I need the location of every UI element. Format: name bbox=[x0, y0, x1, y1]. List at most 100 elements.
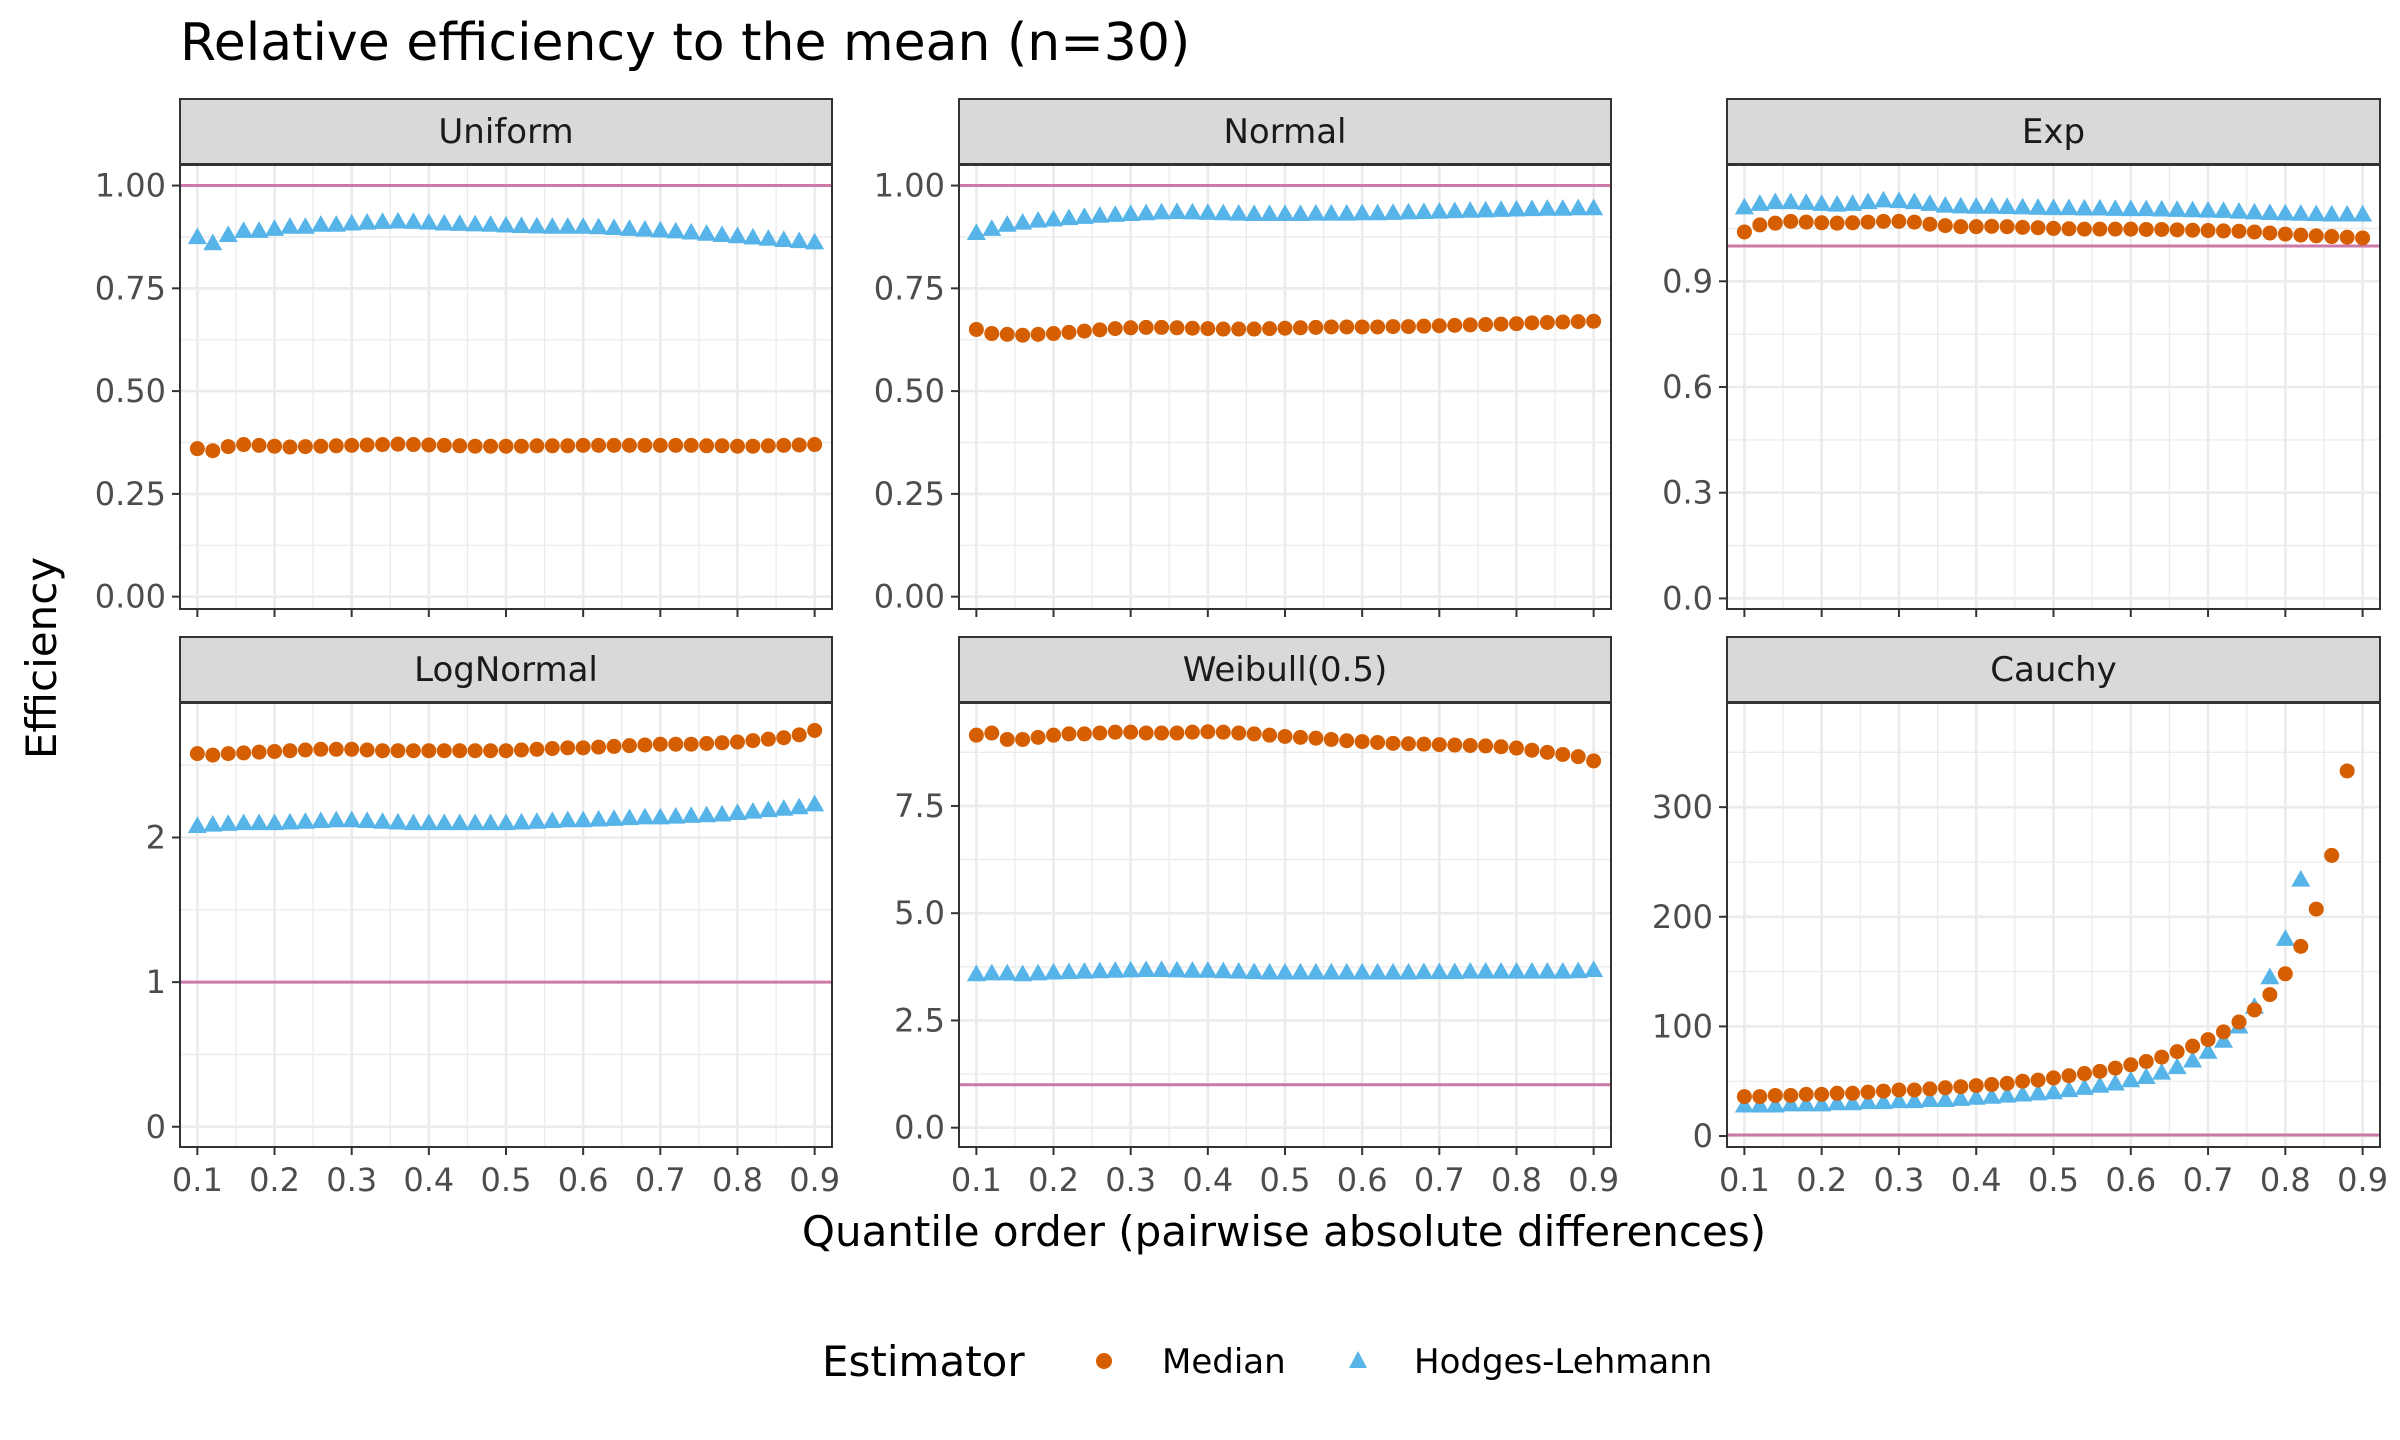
median-point bbox=[2015, 219, 2031, 235]
hodges-lehmann-point bbox=[650, 220, 670, 238]
hodges-lehmann-point bbox=[2013, 197, 2033, 215]
median-point bbox=[220, 439, 236, 455]
median-point bbox=[1076, 726, 1092, 742]
median-point bbox=[1385, 735, 1401, 751]
hodges-lehmann-point bbox=[1873, 190, 1893, 208]
y-tick-label: 200 bbox=[1652, 898, 1713, 936]
median-point bbox=[1277, 728, 1293, 744]
hodges-lehmann-point bbox=[1935, 1090, 1955, 1107]
hodges-lehmann-point bbox=[789, 231, 809, 249]
hodges-lehmann-point bbox=[697, 224, 717, 241]
x-tick-label: 0.3 bbox=[1873, 1161, 1924, 1199]
median-point bbox=[251, 744, 267, 760]
median-point bbox=[1308, 319, 1324, 335]
hodges-lehmann-point bbox=[2260, 967, 2280, 985]
hodges-lehmann-point bbox=[1781, 192, 1801, 210]
y-tick-label: 2.5 bbox=[894, 1001, 945, 1039]
median-point bbox=[1200, 321, 1216, 337]
median-point bbox=[2092, 221, 2108, 237]
y-tick-label: 0.75 bbox=[95, 269, 166, 307]
hodges-lehmann-point bbox=[1982, 1087, 2002, 1104]
y-axis-lognormal: 0 1 2 bbox=[146, 819, 180, 1146]
median-point bbox=[1030, 729, 1046, 745]
median-point bbox=[1107, 724, 1123, 740]
median-point bbox=[1798, 214, 1814, 230]
hodges-lehmann-point bbox=[1997, 1085, 2017, 1103]
hodges-lehmann-point bbox=[1920, 1090, 1940, 1107]
hodges-lehmann-point bbox=[2136, 199, 2156, 217]
strip-weibull-0-5 bbox=[958, 636, 1612, 703]
hodges-lehmann-point bbox=[2059, 198, 2079, 216]
hodges-lehmann-point bbox=[1321, 204, 1341, 221]
median-point bbox=[1814, 215, 1830, 231]
hodges-lehmann-point bbox=[1059, 962, 1079, 980]
y-tick-label: 7.5 bbox=[894, 787, 945, 825]
hodges-lehmann-point bbox=[1750, 194, 1770, 211]
hodges-lehmann-point bbox=[249, 813, 269, 831]
x-tick-label: 0.8 bbox=[2260, 1161, 2311, 1199]
median-point bbox=[313, 438, 329, 454]
hodges-lehmann-point bbox=[1337, 204, 1357, 221]
hodges-lehmann-point bbox=[982, 963, 1002, 981]
median-point bbox=[375, 743, 391, 759]
median-point bbox=[1891, 1082, 1907, 1098]
x-tick-label: 0.2 bbox=[1796, 1161, 1847, 1199]
median-point bbox=[1184, 320, 1200, 336]
hodges-lehmann-point bbox=[573, 810, 593, 828]
hodges-lehmann-point bbox=[2337, 204, 2357, 222]
hodges-lehmann-point bbox=[712, 804, 732, 822]
hodges-lehmann-point bbox=[1368, 203, 1388, 221]
gridlines-lognormal bbox=[180, 703, 832, 1147]
hodges-lehmann-point bbox=[604, 809, 624, 826]
hodges-lehmann-point bbox=[1812, 1094, 1832, 1112]
median-point bbox=[1891, 213, 1907, 229]
hodges-lehmann-point bbox=[1044, 209, 1064, 227]
hodges-lehmann-point bbox=[1260, 204, 1280, 222]
median-point bbox=[1829, 1085, 1845, 1101]
median-point bbox=[189, 746, 205, 762]
median-point bbox=[1752, 1089, 1768, 1105]
hodges-lehmann-point bbox=[2059, 1080, 2079, 1098]
median-point bbox=[1246, 726, 1262, 742]
median-point bbox=[1524, 315, 1540, 331]
median-point bbox=[637, 737, 653, 753]
hodges-lehmann-point bbox=[558, 810, 578, 828]
hodges-lehmann-point bbox=[280, 217, 300, 234]
hodges-lehmann-point bbox=[1414, 962, 1434, 980]
median-point bbox=[1829, 215, 1845, 231]
strip-label-exp: Exp bbox=[2022, 112, 2085, 152]
hodges-lehmann-point bbox=[419, 213, 439, 230]
median-point bbox=[2246, 224, 2262, 240]
hodges-lehmann-point bbox=[1568, 961, 1588, 979]
median-point bbox=[1370, 319, 1386, 335]
hodges-lehmann-point bbox=[2198, 200, 2218, 218]
hodges-lehmann-point bbox=[1244, 204, 1264, 222]
y-tick-label: 0.50 bbox=[95, 372, 166, 410]
hodges-lehmann-point bbox=[1013, 964, 1033, 982]
median-point bbox=[2076, 221, 2092, 237]
median-point bbox=[1736, 224, 1752, 240]
hodges-lehmann-point bbox=[2306, 204, 2326, 222]
hodges-lehmann-point bbox=[265, 813, 285, 831]
hodges-lehmann-point bbox=[1568, 198, 1588, 216]
median-point bbox=[999, 326, 1015, 342]
median-point bbox=[1493, 316, 1509, 332]
median-point bbox=[683, 736, 699, 752]
median-point bbox=[1231, 725, 1247, 741]
median-point bbox=[2246, 1002, 2262, 1018]
median-point bbox=[405, 437, 421, 453]
hodges-lehmann-point bbox=[2229, 202, 2249, 219]
median-point bbox=[1999, 219, 2015, 235]
hodges-lehmann-point bbox=[295, 812, 315, 829]
hodges-lehmann-point bbox=[481, 215, 501, 232]
x-tick-label: 0.9 bbox=[789, 1161, 840, 1199]
median-point bbox=[1906, 1082, 1922, 1098]
median-point bbox=[2123, 221, 2139, 237]
median-point bbox=[251, 437, 267, 453]
hodges-lehmann-point bbox=[326, 215, 346, 232]
median-point bbox=[652, 736, 668, 752]
median-point bbox=[205, 747, 221, 763]
median-point bbox=[1107, 321, 1123, 337]
hodges-lehmann-point bbox=[997, 963, 1017, 981]
median-point bbox=[2355, 230, 2371, 246]
